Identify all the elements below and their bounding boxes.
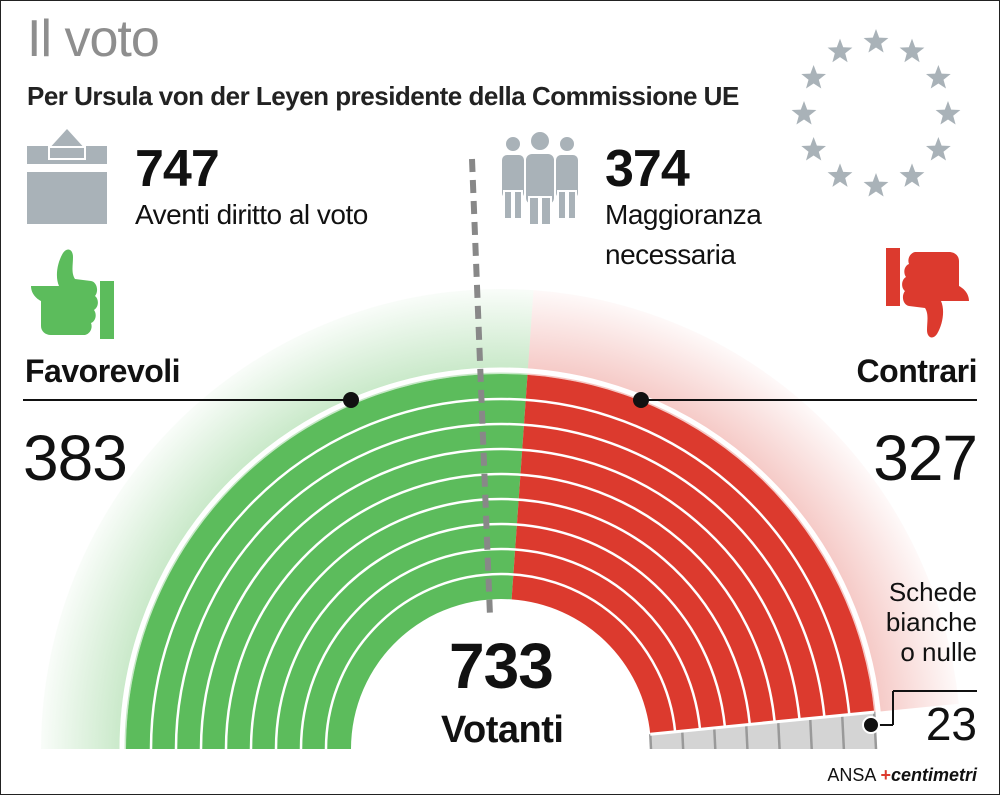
seat-row-ring: [249, 497, 752, 750]
favorevoli-label: Favorevoli: [25, 353, 181, 389]
seat-row-ring: [224, 472, 776, 750]
grey-seat-divider: [840, 715, 846, 750]
eu-star: [926, 137, 951, 161]
eu-star: [863, 29, 889, 53]
thumbs-up-icon: [31, 249, 114, 339]
schede-label: Schede bianche o nulle: [886, 577, 977, 667]
contrari-leader-dot: [633, 392, 649, 408]
seat-row-ring: [174, 422, 826, 750]
seat-row-ring: [324, 572, 677, 750]
slice-favorevoli: [126, 373, 528, 749]
people-icon: [500, 130, 580, 226]
credit: ANSA +centimetri: [827, 765, 977, 786]
eu-stars-icon: [791, 29, 961, 197]
page-subtitle: Per Ursula von der Leyen presidente dell…: [27, 81, 739, 111]
seat-row-ring: [274, 522, 727, 750]
favorevoli-glow: [41, 289, 534, 749]
grey-seat-divider: [776, 721, 781, 750]
ballot-box-icon: [27, 129, 107, 224]
hemicycle-outline: [119, 367, 883, 750]
majority-line: [469, 158, 493, 617]
eu-star: [935, 101, 961, 125]
eu-star: [899, 38, 925, 63]
eu-star: [801, 137, 826, 161]
thumbs-down-icon: [886, 248, 969, 338]
votanti-value: 733: [449, 630, 554, 702]
eu-star: [801, 65, 826, 89]
schede-label-line3: o nulle: [900, 637, 977, 667]
schede-label-line1: Schede: [888, 577, 977, 607]
eu-star: [863, 173, 889, 197]
eu-star: [791, 101, 817, 125]
contrari-label: Contrari: [856, 353, 978, 389]
schede-value: 23: [925, 698, 977, 750]
grey-sector-edge: [650, 710, 875, 736]
credit-ansa: ANSA: [827, 765, 876, 785]
grey-seat-divider: [712, 727, 717, 750]
majority-value: 374: [605, 140, 690, 198]
credit-plus-icon: +: [880, 765, 891, 785]
eu-star: [926, 65, 951, 89]
seat-row-ring: [299, 547, 702, 750]
eligible-value: 747: [135, 140, 220, 198]
credit-centimetri: centimetri: [890, 765, 977, 785]
grey-seat-divider: [744, 724, 749, 750]
favorevoli-leader-dot: [343, 392, 359, 408]
schede-leader-dot: [862, 716, 880, 734]
eligible-label: Aventi diritto al voto: [135, 199, 368, 230]
majority-label-line2: necessaria: [605, 239, 736, 270]
votanti-label: Votanti: [441, 709, 564, 751]
contrari-value: 327: [873, 422, 978, 494]
eu-star: [827, 38, 853, 63]
slice-schede-bianche: [650, 712, 876, 749]
favorevoli-value: 383: [23, 422, 128, 494]
grey-seat-divider: [681, 731, 685, 750]
seat-row-ring: [199, 447, 801, 750]
grey-seat-divider: [808, 718, 813, 750]
eu-star: [899, 163, 925, 187]
eu-star: [827, 163, 853, 187]
page-title: Il voto: [27, 10, 160, 68]
majority-label-line1: Maggioranza: [605, 199, 762, 230]
schede-label-line2: bianche: [885, 607, 977, 637]
grey-seat-divider: [649, 734, 653, 750]
